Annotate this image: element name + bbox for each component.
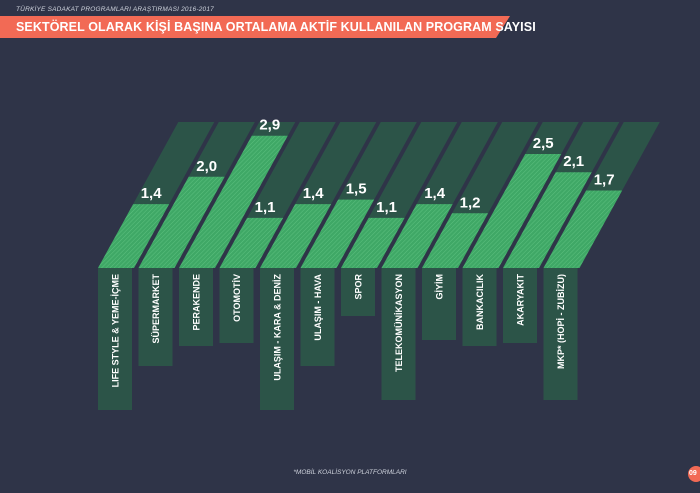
category-label-box xyxy=(179,268,213,346)
bar xyxy=(219,217,284,268)
page-number: 09 xyxy=(688,466,700,482)
bar xyxy=(381,204,453,268)
report-caption: TÜRKİYE SADAKAT PROGRAMLARI ARAŞTIRMASI … xyxy=(16,6,214,13)
category-label-box xyxy=(462,268,497,346)
data-label: 1,4 xyxy=(424,185,446,202)
category-label-box xyxy=(260,268,294,410)
data-label: 2,5 xyxy=(533,135,554,152)
category-label-box xyxy=(381,268,416,400)
category-label-box xyxy=(98,268,132,410)
footnote: *MOBİL KOALİSYON PLATFORMLARI xyxy=(293,469,407,476)
bar xyxy=(179,135,288,268)
category-label: AKARYAKIT xyxy=(516,274,526,326)
data-label: 1,5 xyxy=(346,181,367,198)
category-label: MKP* (HOPİ - ZUBİZU) xyxy=(556,274,566,369)
bar xyxy=(462,153,562,268)
category-label: ULAŞIM - KARA & DENİZ xyxy=(273,274,283,381)
category-label: PERAKENDE xyxy=(192,274,202,331)
bar xyxy=(543,190,623,268)
category-label: BANKACILIK xyxy=(475,274,485,330)
bar xyxy=(98,204,170,268)
category-label-box xyxy=(503,268,537,343)
category-label: GİYİM xyxy=(435,274,445,300)
data-label: 1,1 xyxy=(376,199,397,216)
data-label: 2,9 xyxy=(259,117,280,134)
bar xyxy=(138,176,225,268)
data-label: 1,4 xyxy=(141,185,163,202)
category-label: TELEKOMÜNİKASYON xyxy=(394,274,404,372)
bar xyxy=(341,217,405,268)
category-label-box xyxy=(543,268,578,400)
category-label: LIFE STYLE & YEME-İÇME xyxy=(111,274,121,387)
category-label: SÜPERMARKET xyxy=(151,274,161,344)
bar xyxy=(300,199,375,268)
bar xyxy=(503,172,592,268)
chart-title: SEKTÖREL OLARAK KİŞİ BAŞINA ORTALAMA AKT… xyxy=(16,20,536,34)
bar xyxy=(422,213,489,268)
data-label: 1,7 xyxy=(594,171,615,188)
category-label-box xyxy=(341,268,375,316)
category-label: OTOMOTİV xyxy=(232,274,242,322)
data-label: 1,2 xyxy=(460,194,481,211)
data-label: 1,1 xyxy=(255,199,276,216)
category-label-box xyxy=(219,268,254,343)
data-label: 2,1 xyxy=(563,153,584,170)
data-label: 2,0 xyxy=(196,158,217,175)
bar xyxy=(260,204,332,268)
category-label: SPOR xyxy=(354,274,364,300)
category-label-box xyxy=(300,268,335,366)
category-label: ULAŞIM - HAVA xyxy=(313,274,323,341)
category-label-box xyxy=(138,268,173,366)
data-label: 1,4 xyxy=(303,185,325,202)
title-banner xyxy=(0,16,510,38)
category-label-box xyxy=(422,268,456,340)
